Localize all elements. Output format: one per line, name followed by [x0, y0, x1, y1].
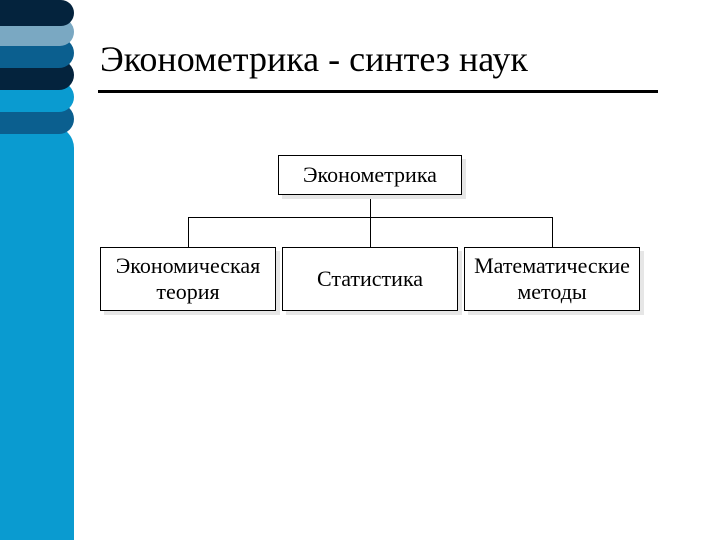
decorative-stripe-column	[0, 0, 74, 540]
slide: Эконометрика - синтез наук Эконометрика …	[0, 0, 720, 540]
hierarchy-diagram: Эконометрика Экономическаятеория Статист…	[100, 155, 640, 355]
node-label: Экономическаятеория	[116, 253, 261, 306]
connector-child-drop	[552, 217, 553, 247]
node-label: Эконометрика	[303, 162, 437, 188]
slide-title: Эконометрика - синтез наук	[100, 38, 528, 80]
node-child: Математическиеметоды	[464, 247, 640, 311]
node-child: Статистика	[282, 247, 458, 311]
node-root: Эконометрика	[278, 155, 462, 195]
connector-child-drop	[188, 217, 189, 247]
decorative-stripe	[0, 0, 74, 26]
title-underline	[98, 90, 658, 93]
node-label: Статистика	[317, 266, 423, 292]
connector-root-drop	[370, 195, 371, 217]
decorative-stripe	[0, 126, 74, 540]
connector-child-drop	[370, 217, 371, 247]
node-label: Математическиеметоды	[474, 253, 630, 306]
node-child: Экономическаятеория	[100, 247, 276, 311]
